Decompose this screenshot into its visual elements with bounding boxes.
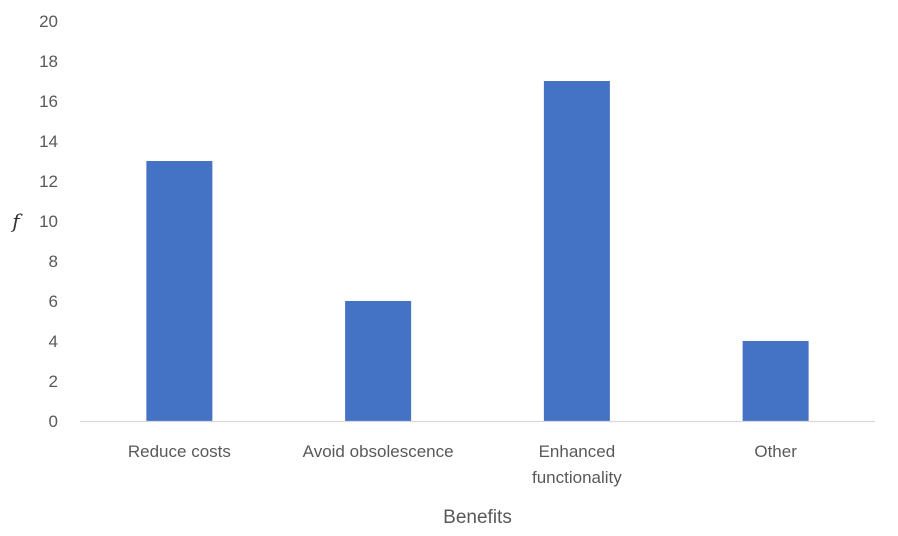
x-category-label: Reduce costs [128,442,231,461]
y-tick-label: 14 [39,132,58,151]
bar [543,81,610,421]
x-axis-category-labels: Reduce costs Avoid obsolescence Enhanced fu… [128,442,797,487]
bar [345,301,412,421]
bars-group [146,81,809,421]
y-tick-label: 4 [49,332,58,351]
x-axis-title: Benefits [443,507,512,528]
y-tick-label: 10 [39,212,58,231]
bar [742,341,809,421]
y-axis-ticks: 0 2 4 6 8 10 12 14 16 18 20 [39,12,58,431]
y-tick-label: 12 [39,172,58,191]
y-tick-label: 0 [49,412,58,431]
y-tick-label: 8 [49,252,58,271]
x-category-label: Avoid obsolescence [303,442,454,461]
bar [146,161,213,421]
y-tick-label: 2 [49,372,58,391]
y-tick-label: 20 [39,12,58,31]
y-tick-label: 18 [39,52,58,71]
x-category-label: Enhanced functionality [532,442,622,487]
x-category-label: Other [754,442,797,461]
y-tick-label: 16 [39,92,58,111]
y-axis-title: f [10,209,23,233]
y-tick-label: 6 [49,292,58,311]
